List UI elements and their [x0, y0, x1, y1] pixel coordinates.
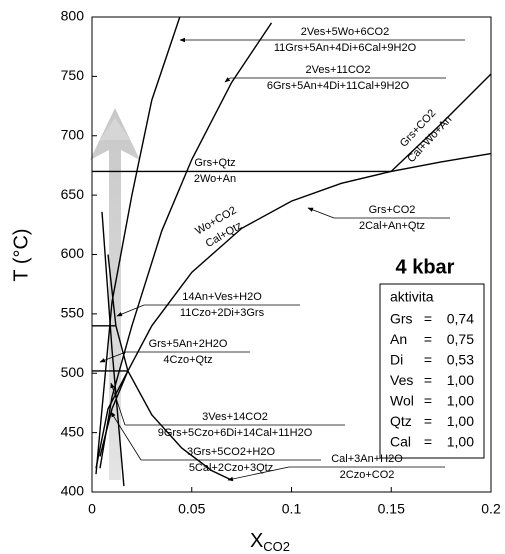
- reaction-reactants: 2Ves+11CO2: [306, 64, 371, 76]
- inset-separator: =: [424, 331, 432, 347]
- x-label-main: X: [250, 530, 263, 552]
- reaction-arrow: [224, 77, 231, 83]
- reaction-products: 2Cal+An+Qtz: [359, 220, 425, 232]
- y-tick-label: 550: [61, 305, 85, 321]
- reaction-reactants: Cal+3An+H2O: [331, 453, 403, 465]
- x-tick-label: 0.2: [481, 501, 501, 517]
- reaction-products: 11Grs+5An+4Di+6Cal+9H2O: [274, 42, 417, 54]
- reaction-annotation: 14An+Ves+H2O 11Czo+2Di+3Grs: [144, 291, 300, 319]
- reaction-products: 9Grs+5Czo+6Di+14Cal+11H2O: [158, 427, 313, 439]
- inset-value: 0,75: [447, 331, 474, 347]
- reaction-arrow: [307, 207, 335, 219]
- y-tick-label: 750: [61, 67, 85, 83]
- inset-phase: Grs: [390, 311, 413, 327]
- reaction-reactants: Grs+Qtz: [194, 157, 235, 169]
- x-axis-label: XCO2: [250, 530, 290, 554]
- reaction-annotation: Grs+CO2 2Cal+An+Qtz: [334, 204, 450, 232]
- inset-phase: Wol: [390, 393, 414, 409]
- reaction-products: 2Wo+An: [194, 173, 236, 185]
- reaction-products: 2Czo+CO2: [340, 469, 395, 481]
- inset-box: [379, 283, 485, 459]
- reaction-reactants: 3Grs+5CO2+H2O: [187, 446, 275, 458]
- reaction-annotation: Cal+3An+H2O 2Czo+CO2: [289, 453, 445, 481]
- reaction-annotation: Grs+Qtz 2Wo+An: [194, 157, 236, 185]
- reaction-products: 11Czo+2Di+3Grs: [180, 307, 265, 319]
- phase-boundary: [390, 73, 492, 172]
- y-tick-label: 500: [61, 364, 85, 380]
- reaction-annotation: Grs+5An+2H2O 4Czo+Qtz: [126, 338, 250, 366]
- x-label-sub: CO2: [263, 539, 290, 554]
- phase-boundary: [95, 16, 181, 475]
- inset-value: 0,74: [447, 311, 474, 327]
- x-tick-label: 0.1: [282, 501, 302, 517]
- inset-value: 1,00: [447, 393, 474, 409]
- decor-arrow: [90, 108, 140, 480]
- reaction-reactants: 2Ves+5Wo+6CO2: [301, 26, 389, 38]
- inset-heading: aktivita: [390, 289, 434, 305]
- inset-phase: Ves: [390, 372, 413, 388]
- reaction-annotation: 3Ves+14CO2 9Grs+5Czo+6Di+14Cal+11H2O: [125, 411, 345, 439]
- y-tick-label: 700: [61, 126, 85, 142]
- phase-boundary: [99, 152, 492, 457]
- inset-separator: =: [424, 372, 432, 388]
- inset-phase: Di: [390, 352, 403, 368]
- inset-separator: =: [424, 434, 432, 450]
- phase-boundary: [95, 370, 129, 469]
- inset-separator: =: [424, 413, 432, 429]
- inset-value: 1,00: [447, 413, 474, 429]
- inset-separator: =: [424, 352, 432, 368]
- reaction-arrow: [110, 382, 126, 426]
- inset-value: 0,53: [447, 352, 474, 368]
- y-tick-label: 600: [61, 245, 85, 261]
- reaction-reactants: Grs+5An+2H2O: [149, 338, 228, 350]
- reaction-products: 5Cal+2Czo+3Qtz: [189, 462, 273, 474]
- inset-phase: Qtz: [390, 413, 412, 429]
- reaction-arrow: [116, 304, 145, 317]
- reaction-annotation: 2Ves+5Wo+6CO2 11Grs+5An+4Di+6Cal+9H2O: [225, 26, 465, 54]
- reaction-arrow: [110, 411, 142, 461]
- x-tick-label: 0.05: [178, 501, 205, 517]
- y-tick-label: 800: [61, 8, 85, 24]
- inset-phase: Cal: [390, 434, 411, 450]
- inset-separator: =: [424, 311, 432, 327]
- inset-value: 1,00: [447, 372, 474, 388]
- y-tick-label: 450: [61, 423, 85, 439]
- reaction-products: 4Czo+Qtz: [163, 354, 212, 366]
- reaction-arrow: [99, 351, 127, 363]
- reaction-reactants: Grs+CO2: [369, 204, 416, 216]
- x-tick-label: 0: [88, 501, 96, 517]
- reaction-arrow: [227, 466, 290, 482]
- reaction-products: 6Grs+5An+4Di+11Cal+9H2O: [267, 80, 410, 92]
- phase-boundary: [99, 22, 273, 469]
- y-axis-label: T (°C): [10, 228, 32, 281]
- reaction-annotation: 2Ves+11CO2 6Grs+5An+4Di+11Cal+9H2O: [230, 64, 446, 92]
- y-tick-label: 650: [61, 186, 85, 202]
- inset-value: 1,00: [447, 434, 474, 450]
- inset-pressure: 4 kbar: [396, 256, 455, 278]
- reaction-annotation: 3Grs+5CO2+H2O 5Cal+2Czo+3Qtz: [141, 446, 321, 474]
- y-tick-label: 400: [61, 483, 85, 499]
- reaction-reactants: 3Ves+14CO2: [202, 411, 268, 423]
- reaction-reactants: 14An+Ves+H2O: [182, 291, 262, 303]
- phase-boundary: [101, 211, 125, 487]
- inset-phase: An: [390, 331, 407, 347]
- inset-separator: =: [424, 393, 432, 409]
- x-tick-label: 0.15: [378, 501, 405, 517]
